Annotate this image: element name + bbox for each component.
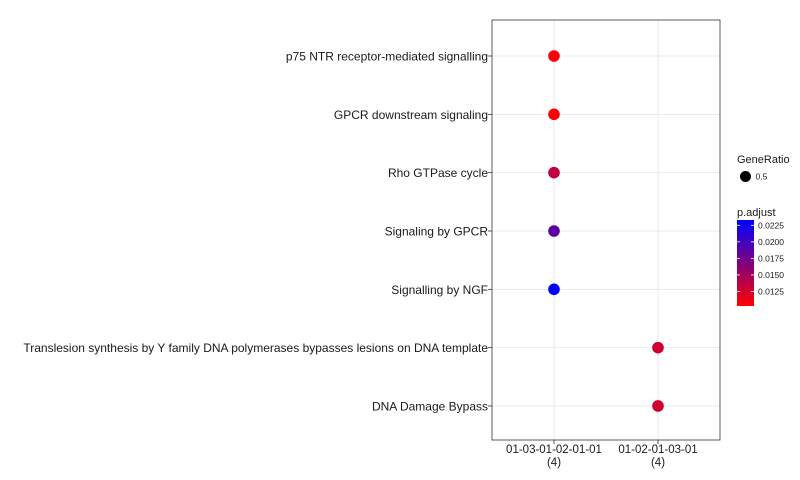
- size-legend-title: GeneRatio: [737, 154, 790, 166]
- data-point: [548, 50, 560, 62]
- size-legend: GeneRatio 0.5: [737, 154, 790, 182]
- y-tick-label: p75 NTR receptor-mediated signalling: [286, 50, 488, 64]
- data-point: [652, 341, 664, 354]
- x-tick-label: 01-02-01-03-01: [618, 444, 697, 456]
- size-legend-dot: [740, 171, 751, 182]
- data-point: [548, 283, 560, 296]
- data-point: [548, 108, 560, 121]
- color-legend-tick-label: 0.0225: [758, 220, 784, 230]
- data-point: [548, 225, 560, 237]
- data-point: [548, 166, 560, 179]
- y-axis: p75 NTR receptor-mediated signalling GPCR…: [23, 50, 492, 413]
- grid-lines: [492, 20, 720, 440]
- data-points: [548, 50, 664, 412]
- color-legend-tick-label: 0.0150: [758, 270, 784, 280]
- x-axis: 01-03-01-02-01-01(4)01-02-01-03-01(4): [506, 440, 698, 469]
- plot-panel: [491, 19, 721, 441]
- y-tick-label: Rho GTPase cycle: [388, 166, 488, 180]
- x-tick-count: (4): [547, 457, 561, 469]
- color-legend: p.adjust 0.0125 0.0150 0.0175 0.0200 0.0225: [737, 207, 784, 306]
- color-legend-ticks: 0.0125 0.0150 0.0175 0.0200 0.0225: [737, 220, 784, 296]
- size-legend-label: 0.5: [756, 172, 768, 182]
- y-tick-label: Signalling by NGF: [391, 283, 488, 297]
- color-legend-tick-label: 0.0125: [758, 286, 784, 296]
- y-tick-label: Signaling by GPCR: [385, 224, 489, 238]
- y-tick-label: Translesion synthesis by Y family DNA po…: [23, 341, 488, 355]
- color-legend-tick-label: 0.0175: [758, 253, 784, 263]
- color-legend-title: p.adjust: [737, 207, 776, 219]
- y-tick-label: GPCR downstream signaling: [334, 108, 488, 122]
- data-point: [652, 400, 664, 412]
- x-tick-label: 01-03-01-02-01-01: [506, 444, 602, 456]
- color-legend-bar: [737, 220, 754, 306]
- y-tick-label: DNA Damage Bypass: [372, 399, 488, 413]
- color-legend-tick-label: 0.0200: [758, 237, 784, 247]
- x-tick-count: (4): [651, 457, 665, 469]
